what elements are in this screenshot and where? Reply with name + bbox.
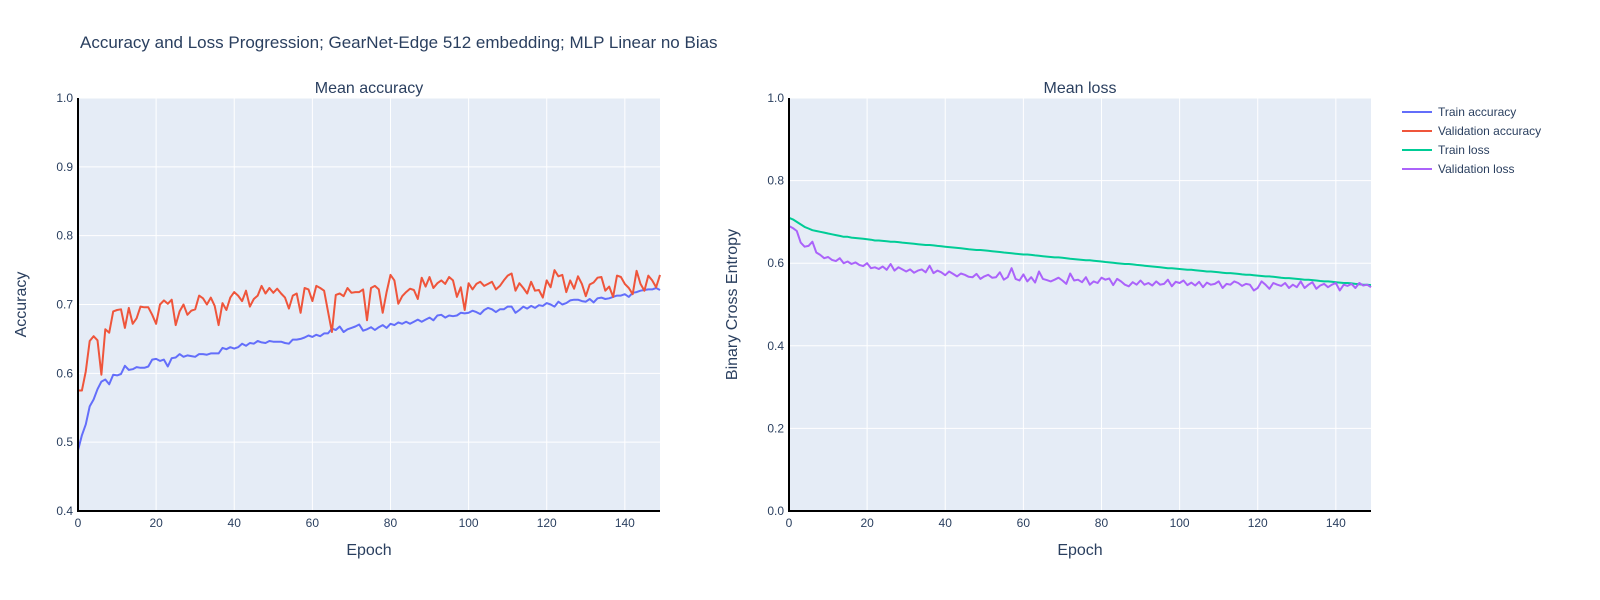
y-tick-label: 1.0: [56, 91, 73, 105]
y-tick-label: 0.8: [767, 174, 784, 188]
y-tick-label: 0.9: [56, 160, 73, 174]
x-axis-title: Epoch: [1057, 542, 1102, 559]
x-tick-label: 0: [786, 516, 793, 530]
x-tick-label: 140: [1326, 516, 1346, 530]
y-tick-label: 0.7: [56, 298, 73, 312]
subplot-title: Mean accuracy: [315, 80, 424, 97]
x-tick-label: 140: [615, 516, 635, 530]
x-tick-label: 60: [306, 516, 320, 530]
y-tick-label: 0.6: [56, 366, 73, 380]
y-axis-title: Binary Cross Entropy: [724, 229, 741, 380]
x-tick-label: 100: [459, 516, 479, 530]
subplot-title: Mean loss: [1044, 80, 1117, 97]
y-tick-label: 0.6: [767, 256, 784, 270]
x-tick-label: 60: [1017, 516, 1031, 530]
y-tick-label: 0.0: [767, 504, 784, 518]
x-axis-title: Epoch: [346, 542, 391, 559]
y-tick-label: 1.0: [767, 91, 784, 105]
y-tick-label: 0.4: [56, 504, 73, 518]
x-tick-label: 80: [1095, 516, 1109, 530]
x-tick-label: 120: [537, 516, 557, 530]
chart-title: Accuracy and Loss Progression; GearNet-E…: [80, 33, 718, 52]
x-tick-label: 20: [149, 516, 163, 530]
y-tick-label: 0.2: [767, 421, 784, 435]
legend-entry-label[interactable]: Validation accuracy: [1438, 124, 1541, 138]
x-tick-label: 40: [939, 516, 953, 530]
y-axis-title: Accuracy: [13, 272, 30, 338]
x-tick-label: 0: [75, 516, 82, 530]
series-line-validation-accuracy: [78, 269, 661, 392]
x-tick-label: 120: [1248, 516, 1268, 530]
y-tick-label: 0.4: [767, 339, 784, 353]
legend-entry-label[interactable]: Train loss: [1438, 143, 1490, 157]
y-tick-label: 0.8: [56, 229, 73, 243]
plot-area: [789, 98, 1371, 511]
x-tick-label: 80: [384, 516, 398, 530]
legend-entry-label[interactable]: Validation loss: [1438, 162, 1515, 176]
series-line-train-loss: [788, 216, 1372, 287]
y-tick-label: 0.5: [56, 435, 73, 449]
x-tick-label: 40: [228, 516, 242, 530]
series-line-validation-loss: [788, 225, 1372, 292]
x-tick-label: 100: [1170, 516, 1190, 530]
legend-entry-label[interactable]: Train accuracy: [1438, 105, 1516, 119]
loss-subplot: 0 20 40 60 80 100 120 140 0.0 0.2 0.4 0.6 0.8 1.0 Mean…: [724, 80, 1372, 559]
series-line-train-accuracy: [77, 287, 661, 451]
accuracy-subplot: 0 20 40 60 80 100 120 140 0.4 0.5 0.6 0.7 0.8 0.9 1.0 M…: [13, 80, 661, 559]
x-tick-label: 20: [860, 516, 874, 530]
legend: Train accuracy Validation accuracy Train l…: [1402, 105, 1541, 176]
